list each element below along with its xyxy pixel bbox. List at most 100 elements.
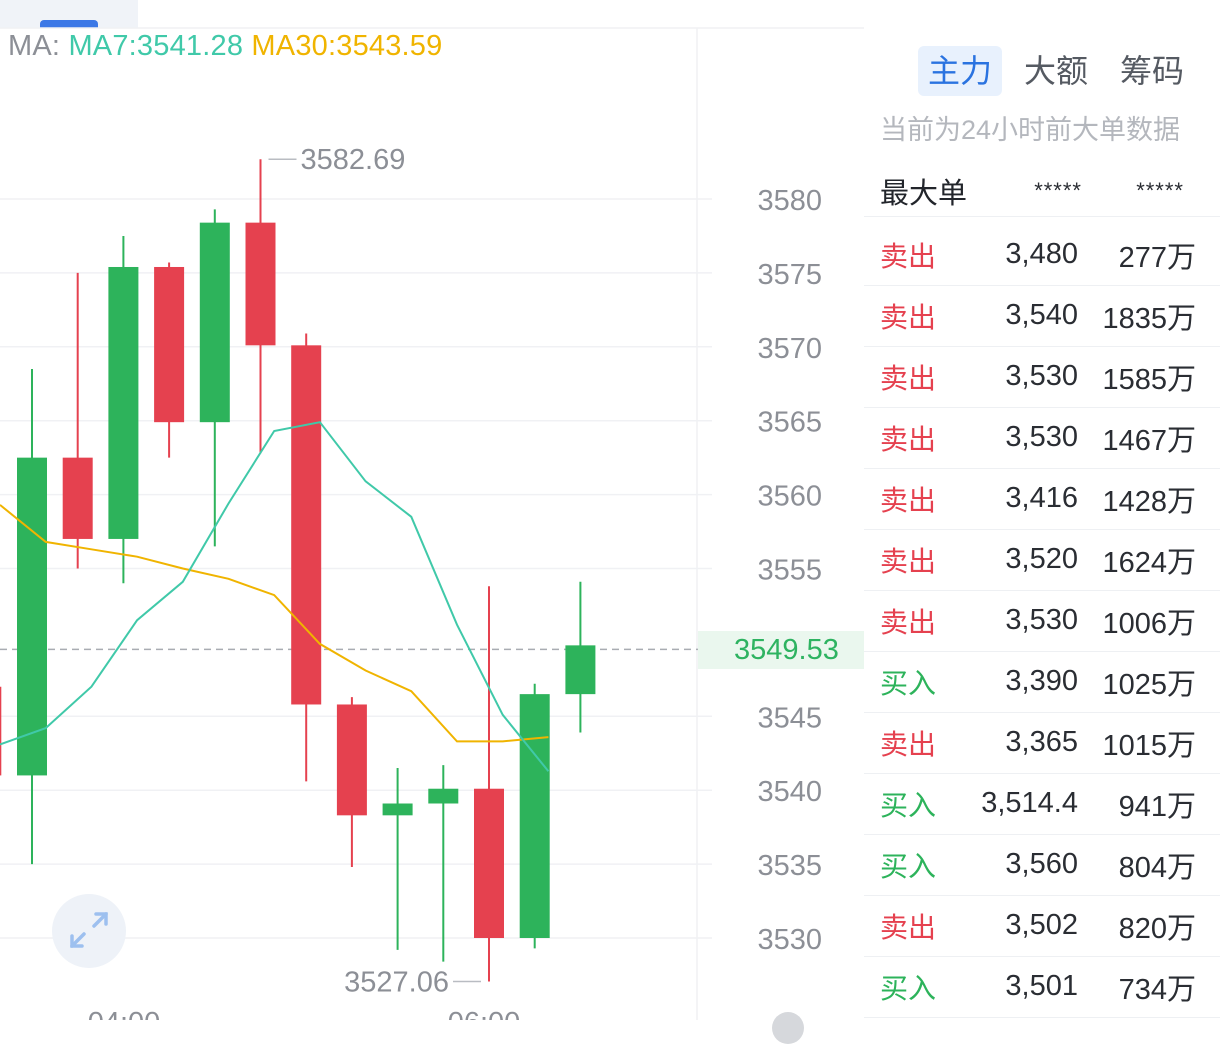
candle-body [199,222,230,423]
chart-period-tab[interactable] [0,0,138,28]
order-price: 3,390 [1005,665,1078,697]
current-price-tag: 3549.53 [698,631,878,669]
ma7-value: MA7:3541.28 [68,30,244,62]
table-header: 最大单 ***** ***** [864,166,1220,217]
order-amount: 820万 [1118,912,1196,945]
header-label: 最大单 [880,178,968,210]
order-row: 卖出 3,416 1428万 [864,468,1220,530]
order-price: 3,540 [1005,299,1078,331]
panel-tabs: 主力 大额 筹码 [918,46,1194,96]
panel-subtitle: 当前为24小时前大单数据 [880,115,1181,145]
order-side: 买入 [880,667,937,699]
ma30-value: MA30:3543.59 [251,30,443,62]
order-row: 买入 3,560 804万 [864,834,1220,896]
order-row: 卖出 3,520 1624万 [864,529,1220,591]
candle-body [336,704,367,816]
order-amount: 277万 [1118,241,1196,274]
expand-chart-button[interactable] [52,894,126,968]
order-row: 卖出 3,480 277万 [864,224,1220,286]
order-side: 卖出 [880,545,937,577]
order-side: 卖出 [880,728,937,760]
order-row: 卖出 3,530 1467万 [864,407,1220,469]
low-price-label: 3527.06 [344,966,449,998]
order-amount: 1467万 [1102,424,1196,457]
order-row: 买入 3,390 1025万 [864,651,1220,713]
order-amount: 1585万 [1102,363,1196,396]
tab-large-amount[interactable]: 大额 [1024,53,1089,89]
candle-body [291,345,322,705]
order-amount: 734万 [1118,973,1196,1006]
candle-body [565,645,596,695]
order-amount: 1835万 [1102,302,1196,335]
order-price: 3,365 [1005,726,1078,758]
scroll-indicator[interactable] [772,1012,804,1044]
candle-body [17,457,47,776]
expand-icon [70,912,108,948]
large-order-panel: 主力 大额 筹码 当前为24小时前大单数据 最大单 ***** ***** 卖出… [864,0,1220,1020]
order-price: 3,480 [1005,238,1078,270]
active-tab-indicator [40,20,98,28]
order-amount: 1025万 [1102,668,1196,701]
y-tick-label: 3540 [757,776,822,808]
order-price: 3,530 [1005,360,1078,392]
order-side: 卖出 [880,362,937,394]
order-side: 买入 [880,850,937,882]
tab-chips[interactable]: 筹码 [1120,53,1185,89]
high-price-label: 3582.69 [301,144,406,176]
y-tick-label: 3535 [757,850,822,882]
x-tick-label: 04:00 [88,1007,161,1020]
y-tick-label: 3560 [757,481,822,513]
y-tick-label: 3530 [757,924,822,956]
y-tick-label: 3555 [757,555,822,587]
candle-body [0,686,2,776]
candlestick-chart[interactable]: 3580 3575 3570 3565 3560 3555 3545 3540 3535 3530… [0,0,880,1044]
candle-body [474,788,504,938]
order-side: 卖出 [880,911,937,943]
chart-canvas: 3580 3575 3570 3565 3560 3555 3545 3540 3535 3530… [0,27,880,1020]
order-side: 卖出 [880,423,937,455]
ma-legend-prefix: MA: [8,30,61,62]
order-row: 卖出 3,365 1015万 [864,712,1220,774]
order-amount: 1006万 [1102,607,1196,640]
candle-body [245,222,276,346]
candle-body [62,457,93,539]
candle-body [428,788,459,804]
tab-main-force[interactable]: 主力 [918,46,1003,96]
order-amount: 804万 [1118,851,1196,884]
order-row: 卖出 3,530 1585万 [864,346,1220,408]
order-price: 3,501 [1005,970,1078,1002]
order-row: 买入 3,501 734万 [864,956,1220,1018]
order-side: 卖出 [880,606,937,638]
order-amount: 941万 [1118,790,1196,823]
order-row: 卖出 3,530 1006万 [864,590,1220,652]
order-price: 3,514.4 [981,787,1078,819]
order-amount: 1624万 [1102,546,1196,579]
ma7-line [0,421,550,772]
order-price: 3,502 [1005,909,1078,941]
y-tick-label: 3565 [757,407,822,439]
x-tick-label: 06:00 [448,1007,521,1020]
y-tick-label: 3580 [757,185,822,217]
order-price: 3,530 [1005,604,1078,636]
y-tick-label: 3575 [757,259,822,291]
order-row: 卖出 3,502 820万 [864,895,1220,957]
order-side: 买入 [880,972,937,1004]
y-tick-label: 3570 [757,333,822,365]
order-price: 3,520 [1005,543,1078,575]
order-side: 卖出 [880,301,937,333]
order-price: 3,560 [1005,848,1078,880]
candle-body [154,266,185,423]
candle-body [519,694,550,938]
y-tick-label: 3545 [757,702,822,734]
order-side: 卖出 [880,484,937,516]
candle-body [108,266,139,539]
order-side: 买入 [880,789,937,821]
order-price: 3,530 [1005,421,1078,453]
order-amount: 1428万 [1102,485,1196,518]
candle-body [382,803,413,816]
order-side: 卖出 [880,240,937,272]
order-price: 3,416 [1005,482,1078,514]
order-row: 卖出 3,540 1835万 [864,285,1220,347]
ma30-line [0,504,549,743]
header-amount: ***** [1136,178,1184,203]
